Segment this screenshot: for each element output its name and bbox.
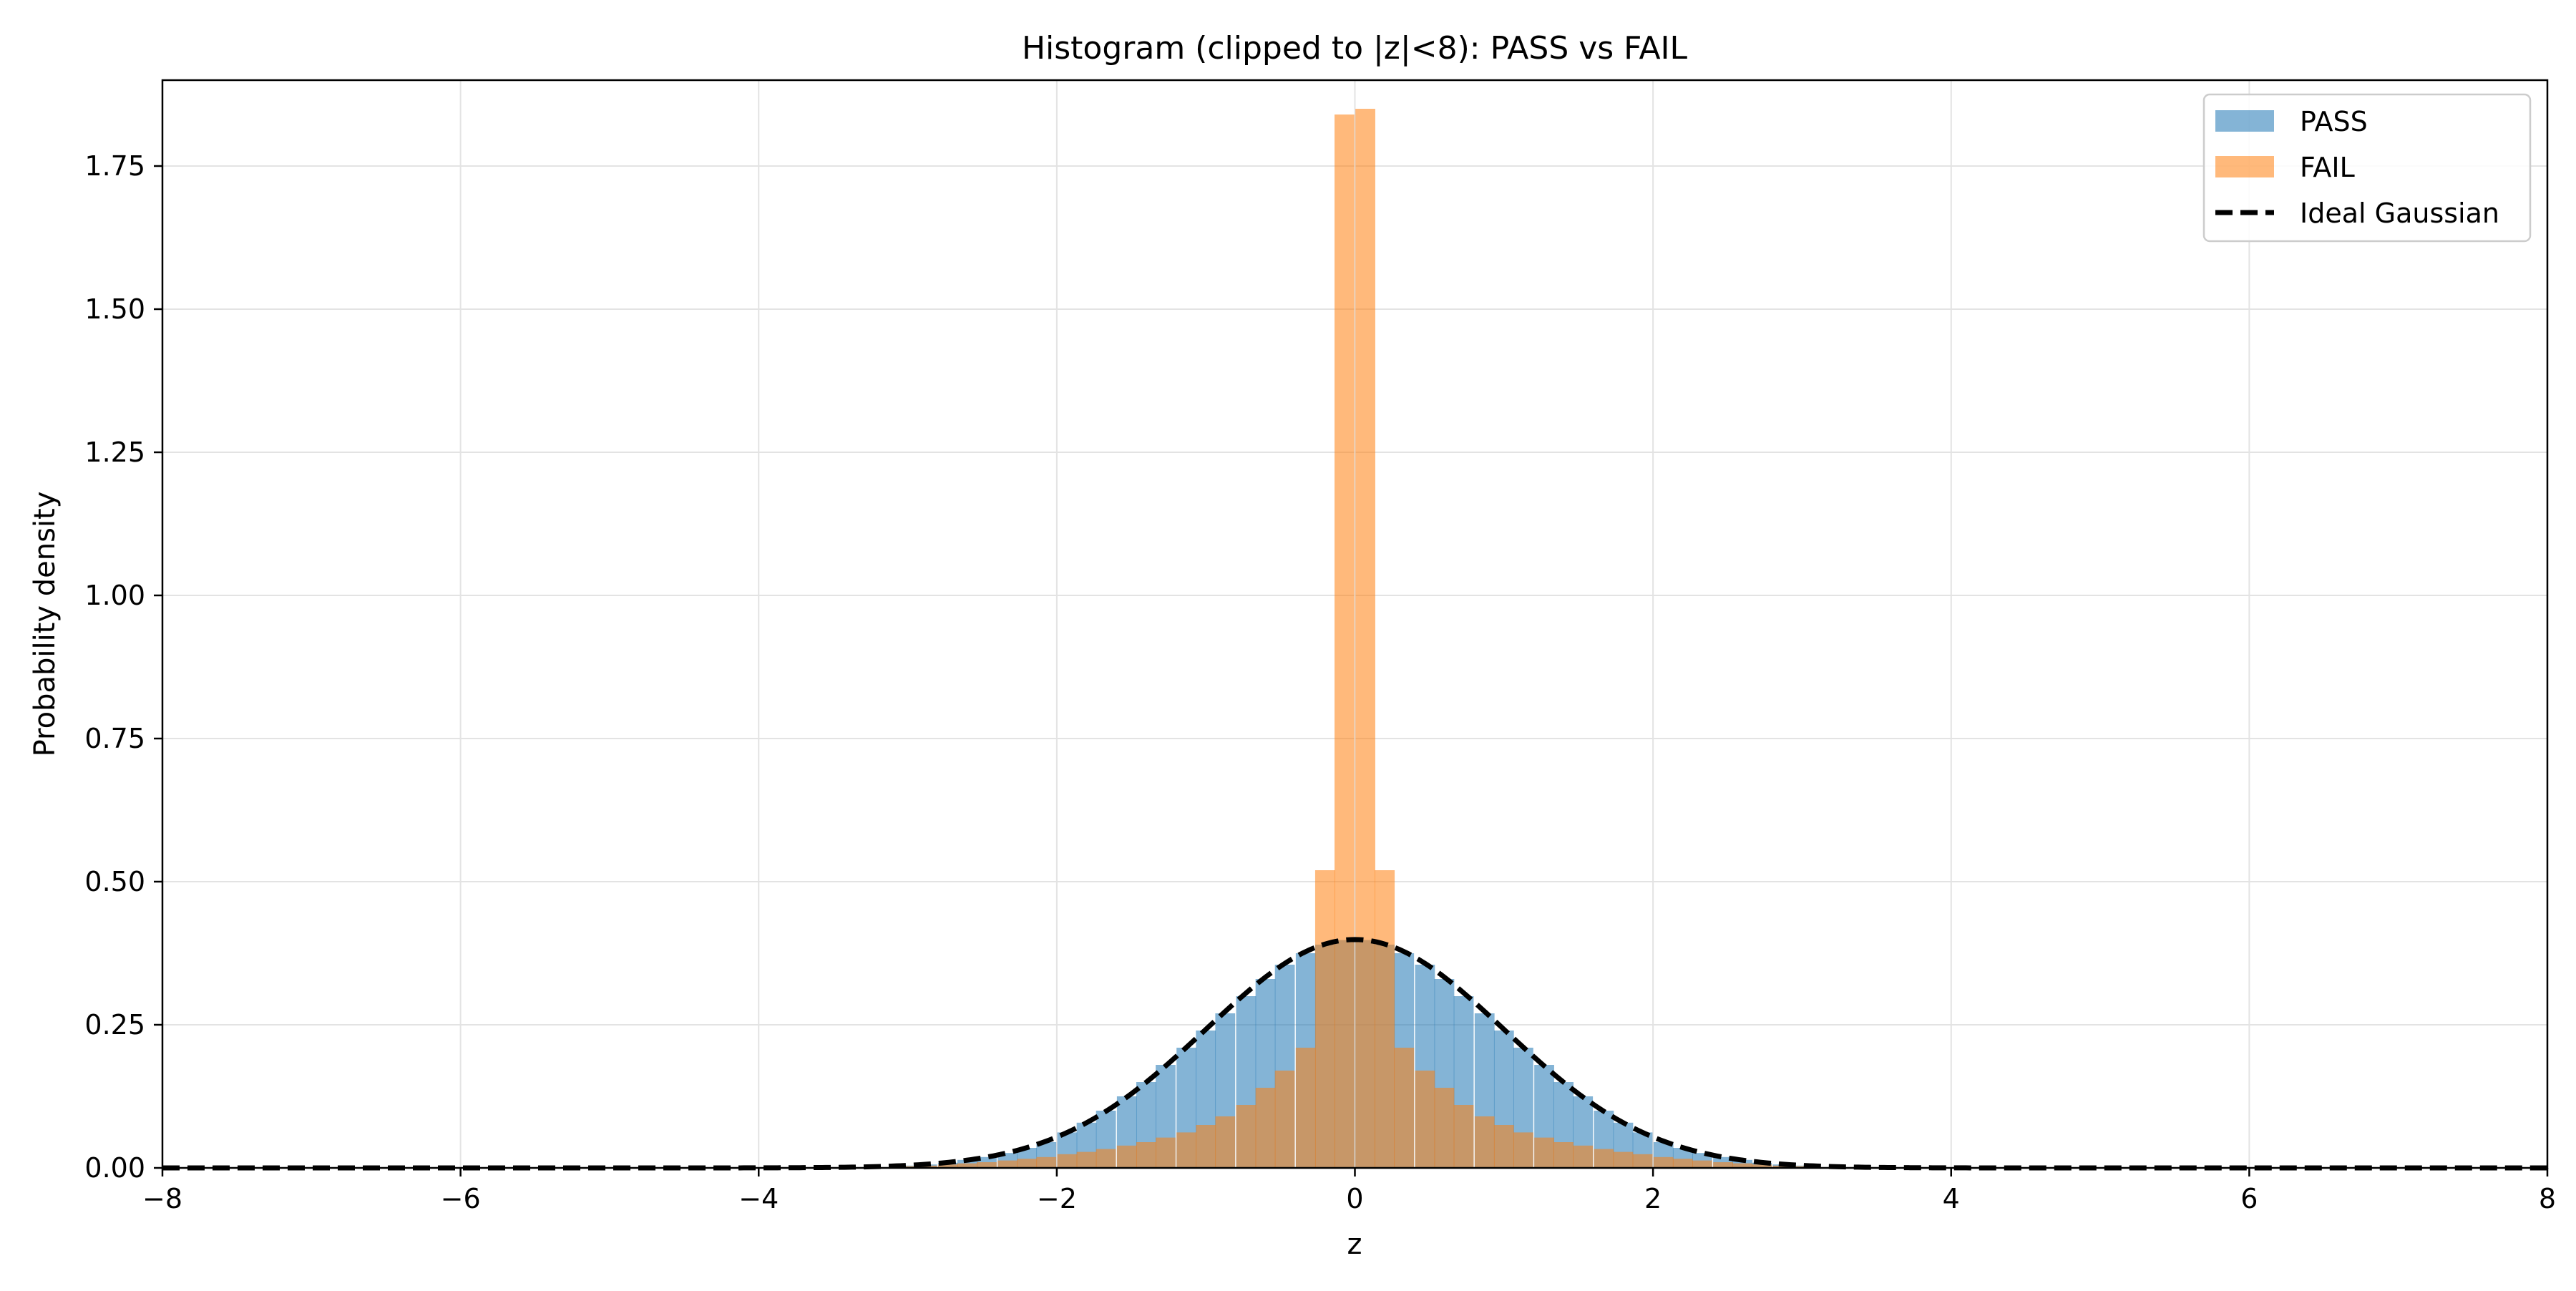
legend-swatch-pass	[2215, 110, 2274, 132]
fail-bar	[1474, 1116, 1495, 1168]
x-tick-label: 2	[1644, 1183, 1662, 1214]
fail-bar	[1732, 1163, 1752, 1168]
fail-bar	[1215, 1116, 1236, 1168]
x-tick-label: 4	[1943, 1183, 1960, 1214]
chart-title: Histogram (clipped to |z|<8): PASS vs FA…	[1022, 30, 1688, 67]
y-tick-label: 1.75	[84, 150, 145, 182]
fail-bar	[1553, 1142, 1574, 1168]
axis-ticks: −8 −6 −4 −2 0 2 4 6 8 0.00 0.25 0.50 0.75 1.00 1.25 1.5…	[84, 150, 2556, 1214]
fail-bar	[1713, 1162, 1733, 1168]
fail-bar	[1176, 1132, 1196, 1168]
x-axis-label: z	[1347, 1228, 1362, 1261]
fail-bar	[1017, 1159, 1038, 1168]
fail-bar	[1335, 115, 1355, 1168]
fail-bar	[1613, 1151, 1634, 1168]
fail-bar	[1653, 1156, 1674, 1168]
fail-bar	[1116, 1145, 1137, 1168]
fail-bar	[997, 1160, 1018, 1168]
x-tick-label: −8	[142, 1183, 182, 1214]
fail-bar	[1513, 1132, 1533, 1168]
fail-bar	[1672, 1159, 1693, 1168]
fail-bar	[1136, 1142, 1156, 1168]
fail-bar	[1295, 1048, 1316, 1168]
fail-bar	[1493, 1125, 1514, 1168]
legend: PASS FAIL Ideal Gaussian	[2202, 93, 2532, 243]
fail-bar	[1594, 1149, 1614, 1168]
fail-bar	[1453, 1105, 1474, 1168]
fail-bar	[1156, 1137, 1176, 1168]
y-tick-label: 1.25	[84, 437, 145, 468]
x-tick-label: −4	[738, 1183, 779, 1214]
histogram-bars	[897, 109, 1813, 1168]
fail-bar	[1096, 1149, 1116, 1168]
y-tick-label: 0.25	[84, 1009, 145, 1041]
fail-bar	[1632, 1154, 1653, 1168]
fail-bar	[1196, 1125, 1216, 1168]
fail-bar	[957, 1163, 977, 1168]
fail-bar	[1692, 1160, 1712, 1168]
ideal-gaussian-line	[162, 937, 2547, 1171]
fail-bar	[1314, 870, 1335, 1168]
y-tick-label: 1.50	[84, 293, 145, 325]
fail-bar	[1573, 1145, 1594, 1168]
fail-bar	[1375, 870, 1395, 1168]
x-tick-label: 8	[2539, 1183, 2556, 1214]
gaussian-curve-layer	[162, 937, 2547, 1171]
fail-bar	[1434, 1088, 1455, 1168]
fail-bar	[1355, 109, 1375, 1168]
fail-bar	[1415, 1071, 1435, 1168]
legend-label-pass: PASS	[2300, 106, 2368, 137]
legend-label-ideal-gaussian: Ideal Gaussian	[2300, 198, 2499, 229]
y-tick-label: 0.50	[84, 866, 145, 897]
fail-bar	[1274, 1071, 1295, 1168]
fail-bar	[1772, 1165, 1793, 1168]
fail-bar	[1394, 1048, 1415, 1168]
fail-bar	[1076, 1151, 1097, 1168]
fail-bar	[937, 1164, 958, 1168]
y-tick-label: 0.00	[84, 1152, 145, 1184]
y-tick-label: 1.00	[84, 580, 145, 611]
fail-bar	[1534, 1137, 1554, 1168]
fail-bar	[1057, 1154, 1078, 1168]
legend-label-fail: FAIL	[2300, 152, 2355, 183]
y-axis-label: Probability density	[29, 492, 62, 757]
fail-bar	[1752, 1164, 1772, 1168]
fail-bar	[1255, 1088, 1276, 1168]
x-tick-label: 6	[2240, 1183, 2258, 1214]
legend-box	[2202, 93, 2532, 243]
y-tick-label: 0.75	[84, 723, 145, 754]
x-tick-label: −6	[441, 1183, 481, 1214]
fail-bar	[1036, 1156, 1057, 1168]
x-tick-label: −2	[1037, 1183, 1077, 1214]
fail-bar	[1236, 1105, 1257, 1168]
fail-bar	[917, 1165, 937, 1168]
fail-bar	[977, 1162, 997, 1168]
legend-swatch-fail	[2215, 156, 2274, 177]
x-tick-label: 0	[1346, 1183, 1363, 1214]
